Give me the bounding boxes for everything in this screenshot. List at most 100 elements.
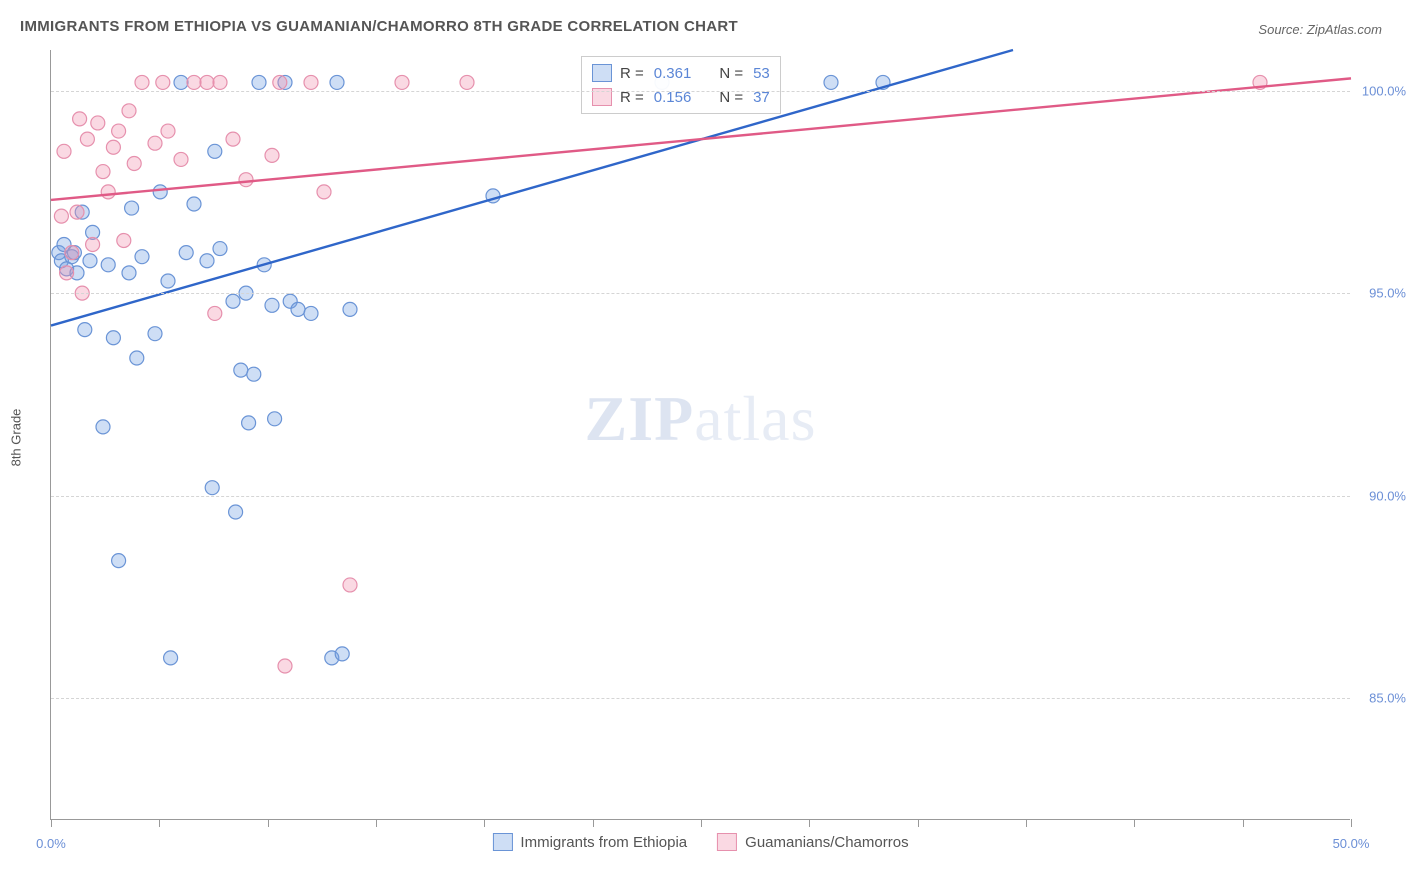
data-point: [112, 554, 126, 568]
r-label-1: R =: [620, 65, 644, 82]
data-point: [65, 246, 79, 260]
data-point: [156, 75, 170, 89]
x-tick: [701, 819, 702, 827]
chart-title: IMMIGRANTS FROM ETHIOPIA VS GUAMANIAN/CH…: [20, 18, 738, 35]
source-label: Source: ZipAtlas.com: [1258, 22, 1382, 37]
data-point: [161, 124, 175, 138]
data-point: [208, 306, 222, 320]
x-tick: [918, 819, 919, 827]
data-point: [96, 165, 110, 179]
grid-line: [51, 698, 1350, 699]
data-point: [135, 250, 149, 264]
data-point: [291, 302, 305, 316]
data-point: [343, 578, 357, 592]
x-tick: [1243, 819, 1244, 827]
data-point: [187, 75, 201, 89]
data-point: [83, 254, 97, 268]
data-point: [304, 306, 318, 320]
data-point: [335, 647, 349, 661]
data-point: [161, 274, 175, 288]
bottom-legend-item-1: Immigrants from Ethiopia: [492, 833, 687, 851]
data-point: [54, 209, 68, 223]
data-point: [106, 331, 120, 345]
data-point: [213, 242, 227, 256]
data-point: [130, 351, 144, 365]
plot-area: ZIPatlas R = 0.361 N = 53 R = 0.156 N = …: [50, 50, 1350, 820]
data-point: [117, 233, 131, 247]
y-tick-label: 85.0%: [1369, 691, 1406, 706]
x-tick-label: 0.0%: [36, 836, 66, 851]
data-point: [242, 416, 256, 430]
x-tick: [484, 819, 485, 827]
data-point: [96, 420, 110, 434]
data-point: [179, 246, 193, 260]
data-point: [200, 75, 214, 89]
x-tick: [1134, 819, 1135, 827]
n-value-1: 53: [753, 65, 770, 82]
bottom-swatch-1: [492, 833, 512, 851]
y-tick-label: 100.0%: [1362, 83, 1406, 98]
stats-swatch-1: [592, 64, 612, 82]
data-point: [78, 323, 92, 337]
source-prefix: Source:: [1258, 22, 1303, 37]
data-point: [226, 132, 240, 146]
data-point: [122, 104, 136, 118]
data-point: [330, 75, 344, 89]
bottom-legend: Immigrants from Ethiopia Guamanians/Cham…: [492, 833, 908, 851]
grid-line: [51, 91, 1350, 92]
data-point: [317, 185, 331, 199]
y-tick-label: 95.0%: [1369, 286, 1406, 301]
data-point: [278, 659, 292, 673]
y-tick-label: 90.0%: [1369, 488, 1406, 503]
stats-legend: R = 0.361 N = 53 R = 0.156 N = 37: [581, 56, 781, 114]
plot-svg: [51, 50, 1350, 819]
r-value-1: 0.361: [654, 65, 692, 82]
data-point: [127, 156, 141, 170]
stats-row-1: R = 0.361 N = 53: [592, 61, 770, 85]
x-tick: [1026, 819, 1027, 827]
data-point: [135, 75, 149, 89]
data-point: [824, 75, 838, 89]
data-point: [91, 116, 105, 130]
x-tick: [159, 819, 160, 827]
data-point: [304, 75, 318, 89]
data-point: [101, 258, 115, 272]
grid-line: [51, 496, 1350, 497]
data-point: [273, 75, 287, 89]
data-point: [200, 254, 214, 268]
bottom-label-1: Immigrants from Ethiopia: [520, 834, 687, 851]
data-point: [174, 152, 188, 166]
y-axis-label: 8th Grade: [9, 409, 24, 467]
n-label-1: N =: [719, 65, 743, 82]
x-tick: [593, 819, 594, 827]
data-point: [80, 132, 94, 146]
bottom-legend-item-2: Guamanians/Chamorros: [717, 833, 908, 851]
data-point: [205, 481, 219, 495]
grid-line: [51, 293, 1350, 294]
data-point: [86, 238, 100, 252]
data-point: [101, 185, 115, 199]
data-point: [226, 294, 240, 308]
data-point: [460, 75, 474, 89]
x-tick: [51, 819, 52, 827]
data-point: [60, 266, 74, 280]
data-point: [213, 75, 227, 89]
data-point: [239, 173, 253, 187]
x-tick: [809, 819, 810, 827]
data-point: [174, 75, 188, 89]
bottom-swatch-2: [717, 833, 737, 851]
data-point: [265, 148, 279, 162]
data-point: [265, 298, 279, 312]
data-point: [268, 412, 282, 426]
data-point: [57, 144, 71, 158]
source-name: ZipAtlas.com: [1307, 22, 1382, 37]
data-point: [153, 185, 167, 199]
chart-container: IMMIGRANTS FROM ETHIOPIA VS GUAMANIAN/CH…: [0, 0, 1406, 892]
data-point: [187, 197, 201, 211]
x-tick-label: 50.0%: [1333, 836, 1370, 851]
data-point: [164, 651, 178, 665]
data-point: [252, 75, 266, 89]
data-point: [73, 112, 87, 126]
x-tick: [268, 819, 269, 827]
x-tick: [1351, 819, 1352, 827]
